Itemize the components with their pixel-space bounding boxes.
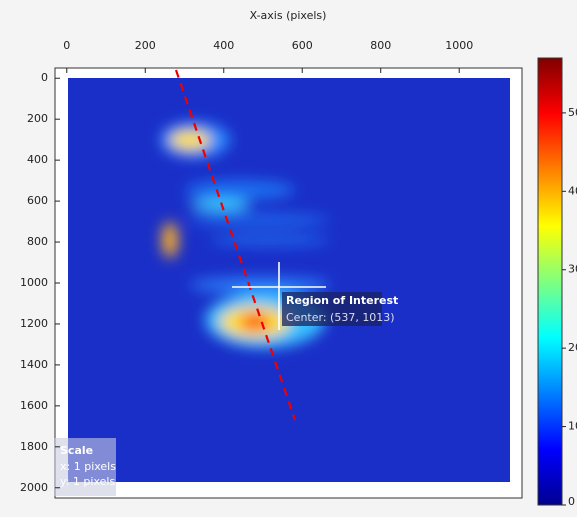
colorbar-tick-label: 200: [568, 341, 577, 354]
y-tick-label: 0: [41, 71, 48, 84]
y-tick-label: 1400: [20, 358, 48, 371]
annotation-title: Region of Interest: [286, 294, 398, 307]
y-tick-label: 1000: [20, 276, 48, 289]
x-tick-label: 400: [213, 39, 234, 52]
annotation-text: Center: (537, 1013): [286, 311, 395, 324]
y-tick-label: 2000: [20, 481, 48, 494]
colorbar-tick-label: 100: [568, 420, 577, 433]
scale-line: x: 1 pixels: [60, 460, 116, 473]
x-tick-label: 1000: [445, 39, 473, 52]
scale-line: y: 1 pixels: [60, 475, 115, 488]
colorbar-tick-label: 400: [568, 184, 577, 197]
colorbar-tick-label: 500: [568, 106, 577, 119]
y-tick-label: 800: [27, 235, 48, 248]
crosshair: [232, 262, 326, 330]
y-tick-label: 1800: [20, 440, 48, 453]
colorbar: [537, 57, 563, 506]
x-axis-title: X-axis (pixels): [250, 9, 327, 22]
image: [68, 78, 510, 482]
scale-box: [54, 438, 116, 496]
colorbar-tick-label: 300: [568, 263, 577, 276]
annotation-box: [282, 292, 382, 326]
y-tick-label: 400: [27, 153, 48, 166]
scale-title: Scale: [60, 444, 93, 457]
x-tick-label: 800: [370, 39, 391, 52]
y-tick-label: 1600: [20, 399, 48, 412]
colorbar-tick-label: 0: [568, 495, 575, 508]
dashed-line: [174, 69, 297, 421]
x-tick-label: 600: [292, 39, 313, 52]
y-tick-label: 600: [27, 194, 48, 207]
x-tick-label: 0: [63, 39, 70, 52]
y-tick-label: 200: [27, 112, 48, 125]
x-tick-label: 200: [135, 39, 156, 52]
y-tick-label: 1200: [20, 317, 48, 330]
